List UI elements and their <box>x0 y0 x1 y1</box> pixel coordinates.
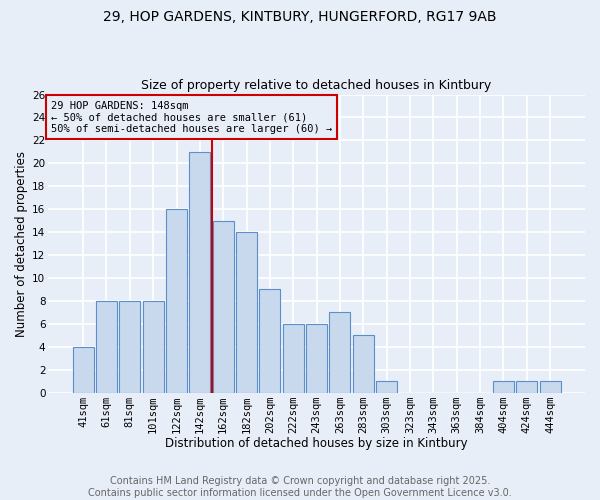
Text: Contains HM Land Registry data © Crown copyright and database right 2025.
Contai: Contains HM Land Registry data © Crown c… <box>88 476 512 498</box>
Bar <box>212 220 234 392</box>
Bar <box>353 335 374 392</box>
Title: Size of property relative to detached houses in Kintbury: Size of property relative to detached ho… <box>142 79 492 92</box>
Y-axis label: Number of detached properties: Number of detached properties <box>15 150 28 336</box>
Bar <box>329 312 350 392</box>
Bar <box>73 346 94 393</box>
Text: 29, HOP GARDENS, KINTBURY, HUNGERFORD, RG17 9AB: 29, HOP GARDENS, KINTBURY, HUNGERFORD, R… <box>103 10 497 24</box>
Bar <box>516 381 537 392</box>
Bar <box>236 232 257 392</box>
Bar <box>283 324 304 392</box>
Bar <box>119 301 140 392</box>
Bar <box>190 152 211 392</box>
Bar <box>493 381 514 392</box>
Bar <box>306 324 327 392</box>
Bar <box>166 209 187 392</box>
Bar <box>143 301 164 392</box>
Bar <box>376 381 397 392</box>
X-axis label: Distribution of detached houses by size in Kintbury: Distribution of detached houses by size … <box>165 437 468 450</box>
Bar <box>96 301 117 392</box>
Text: 29 HOP GARDENS: 148sqm
← 50% of detached houses are smaller (61)
50% of semi-det: 29 HOP GARDENS: 148sqm ← 50% of detached… <box>51 100 332 134</box>
Bar <box>539 381 560 392</box>
Bar <box>259 290 280 393</box>
